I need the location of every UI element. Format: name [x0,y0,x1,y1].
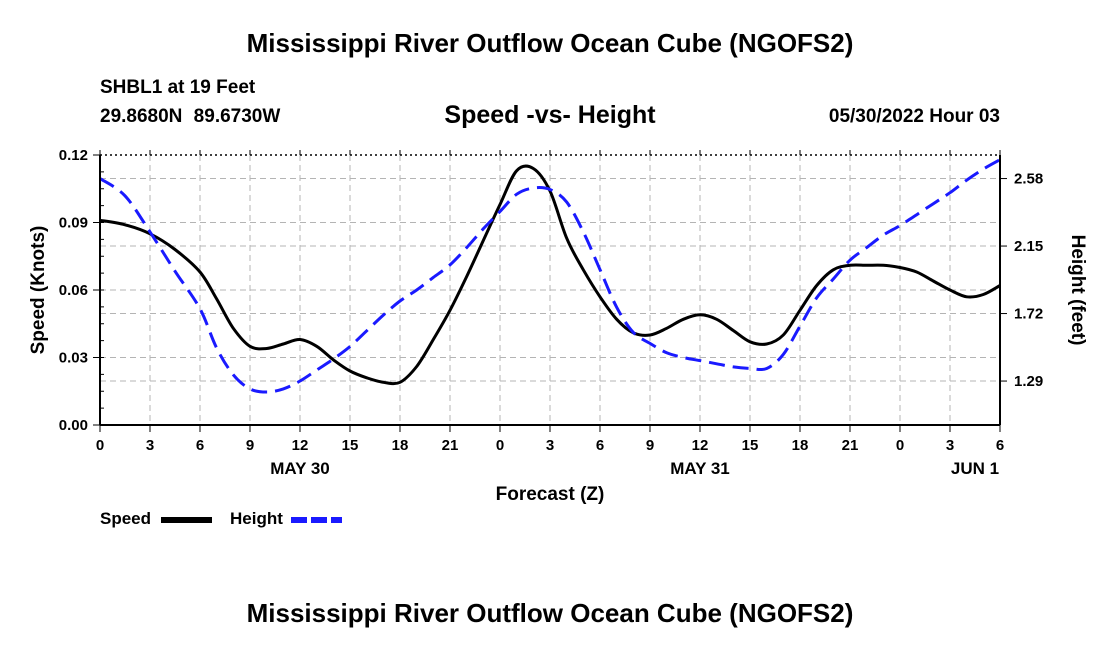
series-line-height [99,158,1001,394]
legend-height-label: Height [230,509,283,528]
x-tick-label: 0 [896,437,904,454]
y-tick-label: 0.12 [59,147,88,164]
series-line-speed [99,164,1001,386]
date-label: MAY 30 [270,459,330,478]
chart-title: Mississippi River Outflow Ocean Cube (NG… [246,28,854,58]
x-tick-label: 9 [246,437,254,454]
x-tick-label: 3 [146,437,154,454]
y2-axis-title: Height (feet) [1067,235,1088,346]
station-coordinates: 29.8680N 89.6730W [100,106,281,127]
x-tick-label: 6 [196,437,204,454]
x-tick-label: 9 [646,437,654,454]
x-tick-label: 6 [996,437,1004,454]
x-tick-label: 6 [596,437,604,454]
footer-title: Mississippi River Outflow Ocean Cube (NG… [246,598,854,628]
x-tick-label: 18 [792,437,809,454]
x-tick-label: 21 [842,437,859,454]
legend-speed-label: Speed [100,509,152,528]
x-tick-label: 3 [946,437,954,454]
x-tick-label: 3 [546,437,554,454]
y-tick-label: 0.06 [59,282,88,299]
y2-tick-label: 1.72 [1014,306,1043,323]
x-tick-label: 15 [742,437,759,454]
y2-tick-label: 2.58 [1014,171,1043,188]
x-tick-label: 21 [442,437,459,454]
x-axis-title: Forecast (Z) [496,484,605,505]
y-axis-title: Speed (Knots) [28,226,49,355]
x-tick-label: 18 [392,437,409,454]
date-label: JUN 1 [951,459,999,478]
chart-subtitle: Speed -vs- Height [444,101,656,129]
x-tick-label: 0 [96,437,104,454]
y2-tick-label: 1.29 [1014,373,1043,390]
y2-tick-label: 2.15 [1014,238,1043,255]
y-tick-label: 0.03 [59,350,88,367]
x-tick-label: 0 [496,437,504,454]
x-tick-label: 12 [292,437,309,454]
date-label: MAY 31 [670,459,730,478]
y-tick-label: 0.00 [59,417,88,434]
x-tick-label: 15 [342,437,359,454]
x-tick-label: 12 [692,437,709,454]
forecast-datetime: 05/30/2022 Hour 03 [828,106,1000,127]
station-label: SHBL1 at 19 Feet [100,77,256,98]
y-tick-label: 0.09 [59,215,88,232]
